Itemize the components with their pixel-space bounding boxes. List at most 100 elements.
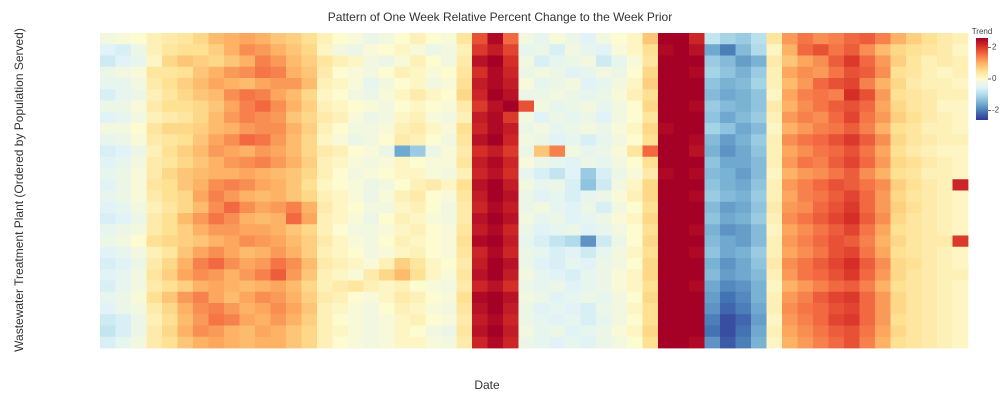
heatmap-cell xyxy=(193,66,209,79)
heatmap-cell xyxy=(828,246,845,259)
heatmap-cell xyxy=(673,145,690,158)
heatmap-cell xyxy=(472,134,488,146)
heatmap-cell xyxy=(425,190,442,203)
heatmap-cell xyxy=(177,224,194,236)
heatmap-cell xyxy=(844,168,860,180)
heatmap-cell xyxy=(239,66,256,79)
heatmap-cell xyxy=(689,156,705,169)
heatmap-cell xyxy=(270,246,287,259)
heatmap-cell xyxy=(270,303,287,315)
heatmap-cell xyxy=(162,325,178,338)
heatmap-cell xyxy=(813,168,829,180)
heatmap-cell xyxy=(301,145,318,158)
heatmap-cell xyxy=(487,336,504,349)
heatmap-cell xyxy=(270,111,287,124)
heatmap-cell xyxy=(224,325,240,338)
heatmap-cell xyxy=(487,269,504,281)
heatmap-cell xyxy=(875,235,891,248)
heatmap-cell xyxy=(735,269,752,281)
heatmap-cell xyxy=(177,78,194,90)
heatmap-cell xyxy=(115,145,132,158)
heatmap-cell xyxy=(255,258,271,270)
heatmap-cell xyxy=(751,111,767,124)
heatmap-cell xyxy=(301,33,318,45)
heatmap-cell xyxy=(100,89,116,101)
heatmap-cell xyxy=(859,201,876,214)
heatmap-cell xyxy=(549,201,566,214)
heatmap-cell xyxy=(518,145,535,158)
heatmap-cell xyxy=(813,66,829,79)
heatmap-cell xyxy=(348,100,364,113)
heatmap-cell xyxy=(735,280,752,293)
heatmap-cell xyxy=(100,303,116,315)
heatmap-cell xyxy=(642,291,659,304)
heatmap-cell xyxy=(379,100,395,113)
heatmap-cell xyxy=(596,66,612,79)
heatmap-cell xyxy=(503,179,519,191)
heatmap-cell xyxy=(766,314,783,326)
heatmap-cell xyxy=(859,336,876,349)
heatmap-cell xyxy=(534,246,550,259)
heatmap-cell xyxy=(487,134,504,146)
heatmap-cell xyxy=(844,280,860,293)
heatmap-cell xyxy=(472,280,488,293)
heatmap-cell xyxy=(658,235,674,248)
heatmap-cell xyxy=(642,78,659,90)
heatmap-cell xyxy=(487,66,504,79)
heatmap-cell xyxy=(704,66,721,79)
heatmap-cell xyxy=(813,201,829,214)
heatmap-cell xyxy=(890,44,907,56)
heatmap-cell xyxy=(100,179,116,191)
heatmap-cell xyxy=(487,78,504,90)
heatmap-cell xyxy=(921,314,938,326)
heatmap-cell xyxy=(875,89,891,101)
heatmap-cell xyxy=(673,213,690,225)
heatmap-cell xyxy=(115,269,132,281)
heatmap-cell xyxy=(937,314,953,326)
heatmap-cell xyxy=(115,303,132,315)
heatmap-cell xyxy=(642,44,659,56)
heatmap-cell xyxy=(875,179,891,191)
heatmap-cell xyxy=(658,111,674,124)
heatmap-cell xyxy=(797,303,814,315)
heatmap-cell xyxy=(487,89,504,101)
heatmap-cell xyxy=(100,78,116,90)
heatmap-cell xyxy=(441,55,457,68)
heatmap-cell xyxy=(534,291,550,304)
heatmap-cell xyxy=(534,111,550,124)
heatmap-cell xyxy=(937,246,953,259)
heatmap-cell xyxy=(766,213,783,225)
heatmap-cell xyxy=(689,246,705,259)
heatmap-cell xyxy=(379,134,395,146)
heatmap-cell xyxy=(317,168,333,180)
heatmap-cell xyxy=(146,55,163,68)
heatmap-cell xyxy=(534,325,550,338)
heatmap-cell xyxy=(146,100,163,113)
heatmap-cell xyxy=(487,156,504,169)
heatmap-cell xyxy=(534,258,550,270)
heatmap-cell xyxy=(379,44,395,56)
heatmap-cell xyxy=(518,179,535,191)
heatmap-cell xyxy=(859,78,876,90)
heatmap-cell xyxy=(937,123,953,135)
heatmap-cell xyxy=(472,100,488,113)
heatmap-cell xyxy=(100,156,116,169)
heatmap-cell xyxy=(689,89,705,101)
heatmap-cell xyxy=(332,78,349,90)
heatmap-cell xyxy=(177,156,194,169)
heatmap-cell xyxy=(642,168,659,180)
heatmap-cell xyxy=(441,235,457,248)
heatmap-cell xyxy=(735,190,752,203)
heatmap-cell xyxy=(208,66,225,79)
heatmap-cell xyxy=(580,134,597,146)
heatmap-cell xyxy=(782,134,798,146)
heatmap-cell xyxy=(549,280,566,293)
heatmap-cell xyxy=(627,325,643,338)
heatmap-cell xyxy=(890,190,907,203)
heatmap-cell xyxy=(875,44,891,56)
heatmap-cell xyxy=(286,168,302,180)
heatmap-cell xyxy=(766,246,783,259)
heatmap-cell xyxy=(332,246,349,259)
heatmap-cell xyxy=(255,246,271,259)
heatmap-cell xyxy=(363,134,380,146)
